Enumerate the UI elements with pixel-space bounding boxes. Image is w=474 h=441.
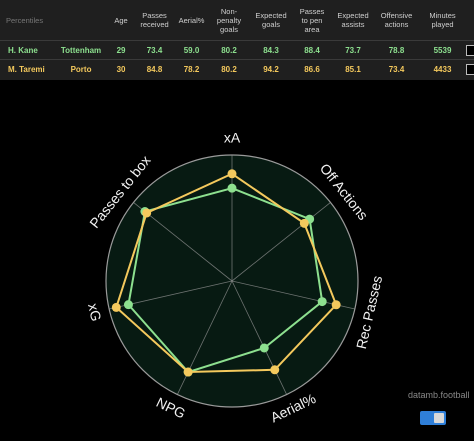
data-point bbox=[227, 169, 237, 179]
data-point bbox=[111, 302, 121, 312]
data-point bbox=[259, 343, 269, 353]
table-cell: 78.8 bbox=[374, 40, 420, 60]
table-row: M. Taremi Porto 30 84.8 78.2 80.2 94.2 86.6 85.1… bbox=[0, 59, 474, 78]
column-header[interactable]: Offensive actions bbox=[380, 11, 413, 29]
radar-spoke bbox=[231, 202, 331, 282]
column-header[interactable]: Expected goals bbox=[255, 11, 287, 29]
table-cell: 88.4 bbox=[292, 40, 333, 60]
data-point bbox=[183, 367, 193, 377]
axis-label: xG bbox=[85, 302, 105, 323]
column-header[interactable]: Non-penalty goals bbox=[216, 6, 242, 34]
table-cell: 86.6 bbox=[292, 59, 333, 78]
table-cell: 5539 bbox=[419, 40, 467, 60]
table-cell: 73.4 bbox=[374, 59, 420, 78]
column-header[interactable]: Passes to pen area bbox=[299, 6, 325, 34]
table-row: H. Kane Tottenham 29 73.4 59.0 80.2 84.3 88.4 73… bbox=[0, 40, 474, 60]
column-header[interactable]: Passes received bbox=[140, 11, 169, 29]
table-cell: 80.2 bbox=[208, 40, 251, 60]
table-header-row: Percentiles Age Passes received Aerial% Non-p… bbox=[0, 0, 474, 41]
table-cell: 80.2 bbox=[208, 59, 251, 78]
table-cell: 59.0 bbox=[175, 40, 209, 60]
player-name: M. Taremi bbox=[0, 59, 54, 78]
data-point bbox=[227, 183, 237, 193]
axis-label: NPG bbox=[154, 394, 188, 422]
header-percentiles: Percentiles bbox=[6, 15, 44, 25]
remove-player-button[interactable]: x bbox=[466, 63, 474, 75]
table-cell: 84.3 bbox=[250, 40, 293, 60]
series-polygon bbox=[115, 172, 338, 374]
column-header[interactable]: Minutes played bbox=[429, 11, 456, 29]
table-cell: 4433 bbox=[419, 59, 467, 78]
credit-text: datamb.football bbox=[408, 390, 470, 400]
view-toggle[interactable] bbox=[420, 411, 446, 425]
table-cell: 30 bbox=[108, 59, 135, 78]
toggle-knob bbox=[434, 413, 444, 423]
axis-label: xA bbox=[224, 130, 241, 146]
table-cell: 73.4 bbox=[134, 40, 176, 60]
table-cell: 29 bbox=[108, 40, 135, 60]
table-cell: 84.8 bbox=[134, 59, 176, 78]
table-cell: 73.7 bbox=[332, 40, 375, 60]
data-point bbox=[317, 297, 327, 307]
team-name: Tottenham bbox=[54, 40, 109, 60]
team-name: Porto bbox=[54, 59, 109, 78]
table-cell: 85.1 bbox=[332, 59, 375, 78]
remove-player-button[interactable]: x bbox=[466, 44, 474, 56]
column-header[interactable]: Age bbox=[114, 15, 128, 25]
data-point bbox=[142, 208, 152, 218]
column-header[interactable]: Expected assists bbox=[337, 11, 369, 29]
percentiles-table: Percentiles Age Passes received Aerial% Non-p… bbox=[0, 0, 474, 78]
player-name: H. Kane bbox=[0, 40, 54, 60]
data-point bbox=[331, 300, 341, 310]
remove-cell: x bbox=[466, 40, 474, 60]
radar-spoke bbox=[231, 280, 288, 395]
data-point bbox=[270, 365, 280, 375]
percentiles-table-panel: Percentiles Age Passes received Aerial% Non-p… bbox=[0, 0, 474, 80]
data-point bbox=[299, 218, 309, 228]
table-cell: 78.2 bbox=[175, 59, 209, 78]
column-header[interactable]: Aerial% bbox=[178, 15, 205, 25]
remove-cell: x bbox=[466, 59, 474, 78]
data-point bbox=[123, 300, 133, 310]
table-cell: 94.2 bbox=[250, 59, 293, 78]
